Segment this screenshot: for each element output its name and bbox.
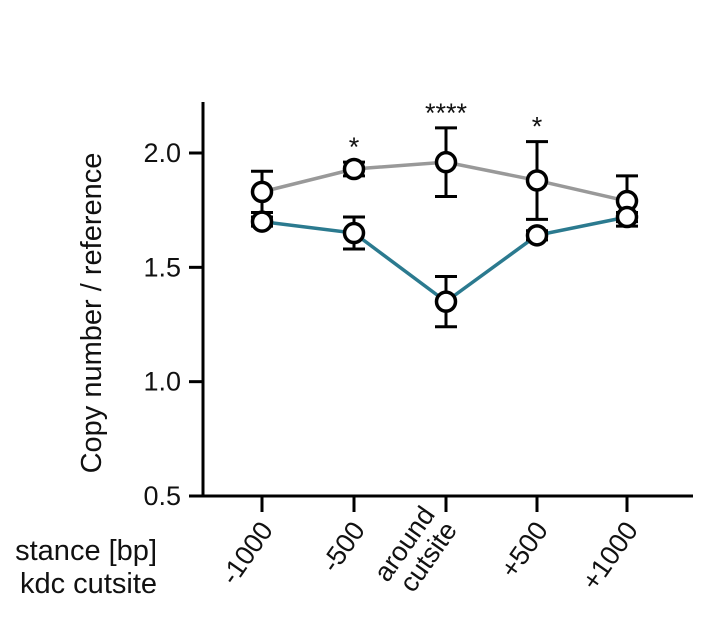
x-tick-label-line: +1000 [576, 516, 644, 595]
x-axis-label-line: kdc cutsite [20, 568, 157, 600]
x-tick-label-line: +500 [494, 516, 553, 583]
y-axis-label: Copy number / reference [76, 153, 108, 474]
x-tick-label: -1000 [215, 516, 279, 590]
y-tick-label: 2.0 [143, 138, 181, 168]
y-tick-label: 0.5 [143, 481, 181, 511]
data-point-series-2 [434, 290, 458, 313]
x-tick-label: +500 [494, 516, 553, 583]
significance-marker: * [349, 132, 360, 162]
data-point-series-1 [525, 169, 549, 192]
data-point-series-2 [342, 221, 366, 245]
x-axis-label-line: stance [bp] [15, 535, 157, 567]
x-tick-label-line: -500 [315, 516, 371, 577]
x-tick-label-line: -1000 [215, 516, 279, 590]
data-point-series-1 [342, 157, 366, 181]
data-point-series-1 [250, 180, 274, 204]
y-tick-label: 1.5 [143, 252, 181, 282]
significance-marker: **** [425, 98, 468, 128]
data-point-series-2 [250, 210, 274, 233]
data-point-series-1 [434, 150, 458, 174]
x-tick-label: +1000 [576, 516, 644, 595]
y-tick-label: 1.0 [143, 367, 181, 397]
x-tick-label: aroundcutsite [368, 501, 463, 603]
data-point-series-2 [525, 224, 549, 247]
x-tick-label: -500 [315, 516, 371, 577]
significance-marker: * [532, 112, 543, 142]
data-point-series-2 [615, 205, 639, 229]
